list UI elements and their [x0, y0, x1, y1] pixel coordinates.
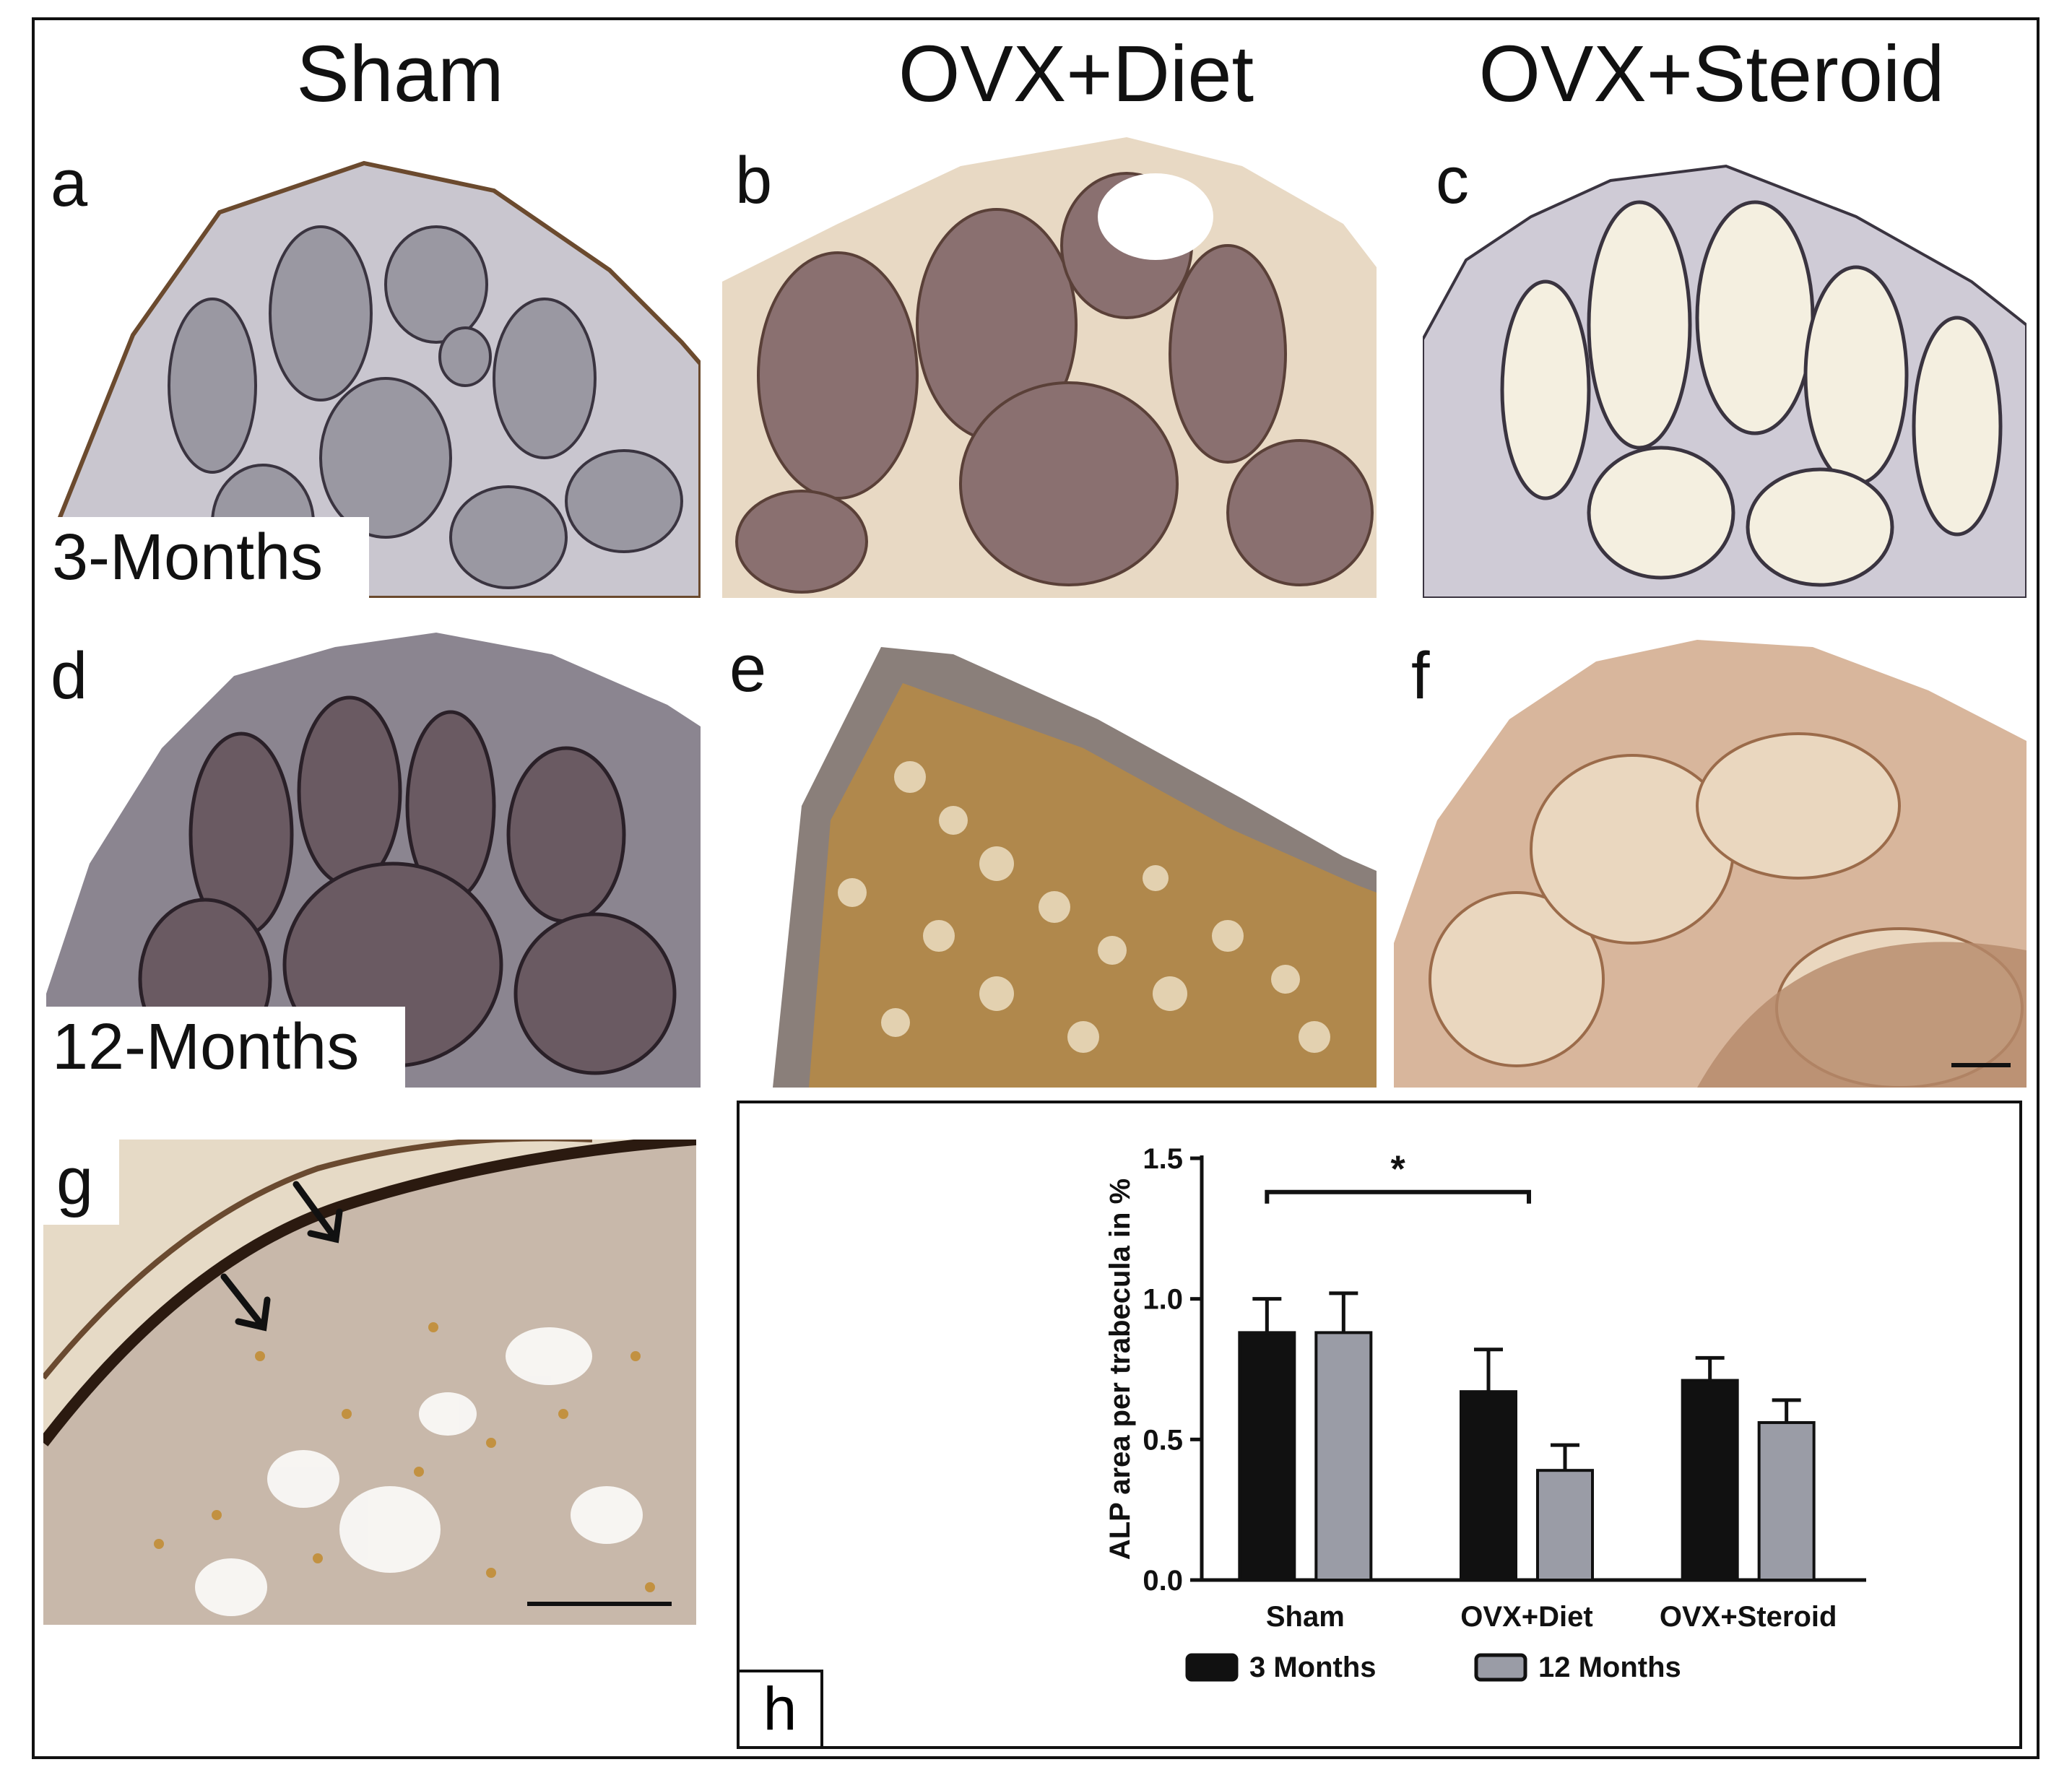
bar-0-2	[1681, 1379, 1739, 1581]
x-tick-label-1: OVX+Diet	[1460, 1601, 1592, 1633]
panel-label-d: d	[51, 639, 88, 713]
panel-label-c: c	[1436, 144, 1469, 217]
panel-label-a: a	[51, 147, 88, 220]
legend-label-0: 3 Months	[1249, 1652, 1377, 1683]
scale-bar-g	[527, 1602, 672, 1606]
panel-label-b: b	[735, 144, 773, 217]
micrograph-panel-c: c	[1423, 137, 2027, 598]
chart-panel-h: 0.0 0.5 1.0 1.5 ALP area per trabecula in % S…	[737, 1101, 2022, 1749]
column-header-ovx-diet: OVX+Diet	[898, 30, 1254, 118]
significance-marker: *	[1391, 1149, 1406, 1191]
legend-swatch-0	[1185, 1653, 1239, 1682]
micrograph-panel-g: g	[43, 1140, 696, 1625]
x-tick-label-0: Sham	[1266, 1601, 1345, 1633]
x-tick-label-2: OVX+Steroid	[1660, 1601, 1837, 1633]
micrograph-panel-e: e	[722, 633, 1377, 1088]
scale-bar-f	[1951, 1063, 2011, 1067]
bar-0-0	[1238, 1331, 1296, 1581]
micrograph-panel-f: f	[1394, 633, 2027, 1088]
panel-label-h: h	[737, 1670, 823, 1749]
row-label-12-months: 12-Months	[46, 1007, 406, 1088]
panel-label-f: f	[1411, 639, 1430, 713]
bar-1-1	[1536, 1469, 1594, 1581]
bar-1-0	[1314, 1331, 1373, 1581]
panel-label-e: e	[729, 633, 767, 706]
y-tick-label-3: 1.5	[1143, 1143, 1183, 1175]
column-header-sham: Sham	[296, 30, 504, 118]
y-axis-title: ALP area per trabecula in %	[1104, 1179, 1136, 1560]
y-tick-label-0: 0.0	[1143, 1565, 1183, 1597]
row-label-3-months: 3-Months	[46, 517, 370, 598]
y-tick-label-2: 1.0	[1143, 1284, 1183, 1316]
panel-label-g: g	[43, 1140, 120, 1225]
micrograph-panel-d: d 12-Months	[46, 633, 701, 1088]
significance-bracket	[1265, 1189, 1531, 1204]
micrograph-panel-a: a 3-Months	[46, 147, 701, 598]
legend-swatch-1	[1474, 1653, 1527, 1682]
y-tick-label-1: 0.5	[1143, 1424, 1183, 1456]
bar-0-1	[1460, 1390, 1517, 1581]
column-header-ovx-steroid: OVX+Steroid	[1478, 30, 1945, 118]
legend-label-1: 12 Months	[1538, 1652, 1681, 1683]
micrograph-panel-b: b	[722, 137, 1377, 598]
bar-1-2	[1757, 1420, 1816, 1581]
